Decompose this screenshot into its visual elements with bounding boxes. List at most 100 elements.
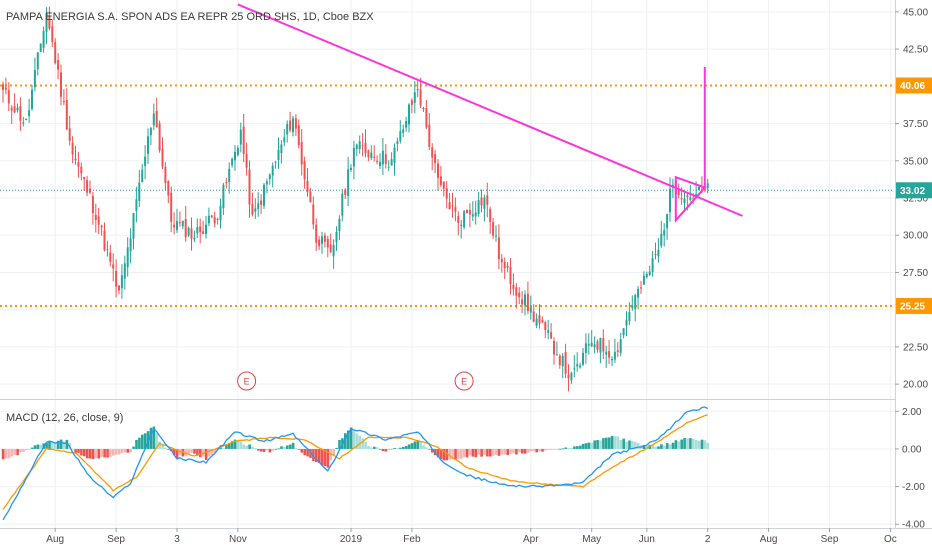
candle bbox=[231, 158, 234, 166]
candle bbox=[471, 214, 474, 217]
macd-histogram-bar bbox=[587, 442, 591, 449]
trendline-drawings[interactable] bbox=[237, 3, 743, 223]
macd-histogram-bar bbox=[138, 437, 141, 449]
macd-histogram-bar bbox=[462, 448, 466, 458]
macd-histogram-bar bbox=[668, 444, 672, 449]
candle bbox=[164, 166, 167, 183]
candle bbox=[599, 337, 602, 353]
candle bbox=[13, 106, 16, 113]
candle bbox=[645, 273, 648, 278]
macd-histogram-bar bbox=[474, 448, 478, 458]
price-axis[interactable]: 45.00 42.50 37.50 35.00 32.50 30.00 27.50 22.50… bbox=[895, 7, 932, 531]
candle bbox=[147, 136, 149, 154]
macd-histogram-bar bbox=[573, 446, 576, 449]
macd-histogram-bar bbox=[445, 448, 449, 461]
candle bbox=[312, 204, 315, 225]
macd-histogram-bar bbox=[126, 448, 130, 453]
macd-histogram-bar bbox=[373, 446, 376, 449]
macd-histogram-bar bbox=[660, 444, 663, 449]
candlestick-series bbox=[2, 6, 709, 392]
candle bbox=[83, 176, 86, 180]
candle bbox=[616, 350, 619, 352]
candle bbox=[622, 328, 625, 336]
candle bbox=[271, 165, 274, 176]
candle bbox=[48, 15, 51, 29]
macd-histogram-bar bbox=[509, 448, 512, 454]
time-tick-label: Sep bbox=[821, 534, 839, 545]
macd-histogram-bar bbox=[526, 448, 530, 453]
candle bbox=[579, 365, 582, 368]
candle bbox=[483, 197, 486, 209]
macd-histogram-bar bbox=[378, 448, 382, 450]
price-tag-label: 33.02 bbox=[900, 186, 925, 197]
macd-histogram-bar bbox=[97, 448, 101, 459]
macd-histogram-bar bbox=[489, 448, 492, 457]
macd-histogram-bar bbox=[16, 448, 19, 456]
macd-histogram-bar bbox=[175, 448, 179, 458]
candle bbox=[445, 188, 448, 199]
candle bbox=[89, 188, 91, 193]
candle bbox=[80, 166, 83, 174]
candle bbox=[60, 72, 62, 97]
candle bbox=[605, 351, 608, 355]
candle bbox=[202, 231, 205, 234]
earnings-marker-label: E bbox=[461, 377, 467, 387]
candle bbox=[31, 89, 33, 110]
macd-histogram-bar bbox=[207, 448, 211, 457]
macd-title: MACD (12, 26, close, 9) bbox=[6, 412, 123, 424]
candle bbox=[277, 149, 280, 160]
macd-histogram-bar bbox=[146, 431, 150, 449]
candle bbox=[323, 235, 326, 242]
candle bbox=[634, 295, 637, 309]
macd-histogram-bar bbox=[512, 448, 515, 454]
candle bbox=[274, 161, 277, 163]
macd-histogram-bar bbox=[245, 445, 248, 449]
macd-histogram-bar bbox=[158, 441, 161, 449]
candle bbox=[54, 42, 57, 64]
macd-histogram-bar bbox=[616, 436, 620, 449]
candle bbox=[126, 247, 129, 268]
candle bbox=[19, 106, 22, 121]
macd-histogram-bar bbox=[181, 448, 185, 457]
time-tick-label: Oc bbox=[884, 534, 897, 545]
candle bbox=[216, 218, 219, 220]
candle bbox=[654, 254, 657, 256]
candle bbox=[367, 150, 370, 158]
candle bbox=[170, 192, 173, 222]
macd-tick-label: -4.00 bbox=[902, 520, 925, 531]
candle bbox=[289, 120, 292, 131]
candle bbox=[405, 121, 408, 128]
macd-histogram-bar bbox=[483, 448, 486, 455]
candle bbox=[358, 141, 361, 150]
macd-histogram-bar bbox=[51, 441, 54, 449]
macd-histogram-bar bbox=[59, 439, 63, 449]
candle bbox=[431, 147, 434, 158]
candle bbox=[263, 184, 265, 206]
macd-histogram-bar bbox=[454, 448, 457, 460]
time-axis[interactable]: Aug Sep 3 Nov 2019 Feb Apr May Jun 2 Aug Sep Oc bbox=[46, 528, 897, 545]
candle bbox=[515, 287, 518, 296]
macd-histogram-bar bbox=[7, 448, 11, 459]
time-tick-label: May bbox=[582, 534, 601, 545]
price-tick-label: 22.50 bbox=[903, 342, 928, 353]
candle bbox=[193, 237, 196, 240]
candle bbox=[428, 124, 431, 147]
macd-histogram-bar bbox=[651, 445, 654, 449]
candle bbox=[228, 169, 231, 182]
macd-histogram-bar bbox=[448, 448, 451, 460]
candle bbox=[173, 224, 176, 228]
candle bbox=[97, 216, 100, 225]
candle bbox=[625, 319, 628, 326]
macd-histogram-bar bbox=[317, 448, 321, 463]
candle bbox=[222, 184, 225, 209]
candle bbox=[292, 118, 294, 133]
macd-histogram-bar bbox=[352, 431, 356, 449]
candle bbox=[184, 219, 187, 238]
candle bbox=[132, 213, 135, 239]
time-tick-label: Aug bbox=[760, 534, 778, 545]
macd-histogram-bar bbox=[558, 448, 562, 450]
candle bbox=[524, 294, 526, 306]
macd-histogram-bar bbox=[201, 448, 205, 457]
